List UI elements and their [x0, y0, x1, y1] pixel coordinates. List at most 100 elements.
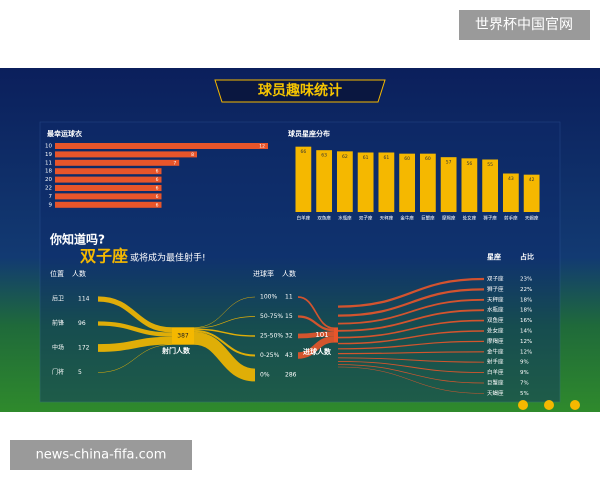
bar: [55, 168, 162, 175]
position-flow: [97, 344, 173, 373]
data-label: 6: [156, 194, 159, 200]
goal-label: 进球人数: [303, 347, 332, 356]
y-tick-label: 9: [49, 202, 53, 208]
position-label: 中场: [52, 344, 64, 352]
bar: [55, 185, 162, 191]
share-flow: [337, 309, 485, 332]
banner: [214, 79, 386, 103]
data-label: 60: [404, 156, 410, 162]
share-label: 12%: [520, 339, 532, 345]
highlight: 双子座: [80, 247, 128, 266]
bar: [55, 143, 268, 149]
x-tick-label: 狮子座: [483, 215, 497, 222]
x-tick-label: 摩羯座: [442, 215, 456, 222]
sign-label: 摩羯座: [487, 337, 504, 345]
chart-title: 球员星座分布: [288, 129, 330, 138]
column-header: 进球率: [253, 269, 274, 278]
data-label: 60: [425, 156, 431, 162]
position-flow: [97, 296, 173, 333]
highlight-text: 或将成为最佳射手!: [130, 252, 206, 264]
data-label: 61: [363, 155, 369, 161]
rate-flow: [193, 316, 256, 329]
share-flow: [337, 351, 485, 355]
sign-label: 水瓶座: [487, 306, 504, 314]
y-tick-label: 10: [45, 144, 52, 150]
watermark-box: [459, 10, 590, 40]
bar: [55, 193, 162, 200]
column-header: 占比: [520, 252, 534, 261]
bar: [399, 153, 416, 212]
data-label: 8: [191, 152, 194, 158]
rate-label: 100%: [260, 294, 277, 301]
position-flow: [97, 336, 173, 352]
share-label: 18%: [520, 297, 532, 303]
position-label: 前锋: [52, 319, 64, 327]
share-flow: [337, 288, 485, 317]
bar: [461, 158, 478, 212]
bar: [295, 146, 312, 212]
share-flow: [337, 319, 485, 339]
source-box: [10, 440, 192, 470]
bar: [378, 152, 395, 212]
share-flow: [337, 330, 485, 345]
share-label: 9%: [520, 370, 529, 376]
shot-total: 387: [177, 333, 189, 340]
position-label: 门将: [52, 368, 64, 376]
sign-label: 巨蟹座: [487, 379, 504, 387]
share-flow: [337, 277, 485, 308]
share-label: 12%: [520, 349, 532, 355]
share-flow: [337, 357, 485, 363]
rate-label: 50-75%: [260, 313, 283, 320]
share-flow: [337, 340, 485, 350]
watermark: 世界杯中国官网: [475, 17, 573, 33]
next-button[interactable]: [570, 400, 580, 410]
goal-flow: [297, 336, 335, 359]
y-tick-label: 7: [49, 194, 53, 200]
sign-label: 白羊座: [487, 368, 504, 376]
x-tick-label: 巨蟹座: [421, 215, 435, 222]
bar: [55, 159, 180, 166]
data-label: 55: [487, 162, 493, 168]
home-button[interactable]: [544, 400, 554, 410]
data-label: 63: [321, 153, 327, 159]
sign-label: 金牛座: [487, 347, 504, 355]
position-label: 后卫: [52, 295, 64, 303]
sign-label: 天秤座: [487, 295, 504, 303]
bar: [316, 150, 333, 212]
source: news-china-fifa.com: [36, 448, 167, 463]
x-tick-label: 双鱼座: [317, 215, 331, 222]
x-tick-label: 射手座: [504, 215, 518, 222]
data-label: 6: [156, 177, 159, 183]
share-label: 5%: [520, 391, 529, 397]
y-tick-label: 22: [45, 186, 52, 192]
x-tick-label: 白羊座: [297, 215, 311, 222]
rate-label: 0%: [260, 372, 270, 379]
banner-title: 球员趣味统计: [258, 82, 342, 99]
share-label: 22%: [520, 287, 532, 293]
bar: [55, 201, 162, 208]
goal-node: [334, 327, 338, 343]
x-tick-label: 双子座: [359, 215, 373, 222]
sign-label: 双子座: [487, 275, 504, 283]
data-label: 6: [156, 186, 159, 192]
share-flow: [337, 366, 485, 394]
rate-flow: [193, 329, 256, 357]
rate-flow: [193, 331, 256, 382]
position-count: 172: [78, 345, 90, 352]
x-tick-label: 处女座: [463, 215, 477, 222]
data-label: 6: [156, 202, 159, 208]
data-label: 57: [446, 160, 452, 166]
rate-count: 32: [285, 333, 293, 340]
share-label: 18%: [520, 308, 532, 314]
chart-title: 最幸运球衣: [47, 129, 83, 138]
y-tick-label: 11: [45, 160, 52, 166]
bar: [55, 176, 162, 183]
share-flow: [337, 364, 485, 384]
prev-button[interactable]: [518, 400, 528, 410]
rate-count: 11: [285, 294, 293, 301]
goal-total: 101: [315, 331, 328, 339]
rate-count: 15: [285, 313, 293, 320]
column-header: 人数: [282, 269, 296, 278]
column-header: 位置: [50, 269, 64, 278]
